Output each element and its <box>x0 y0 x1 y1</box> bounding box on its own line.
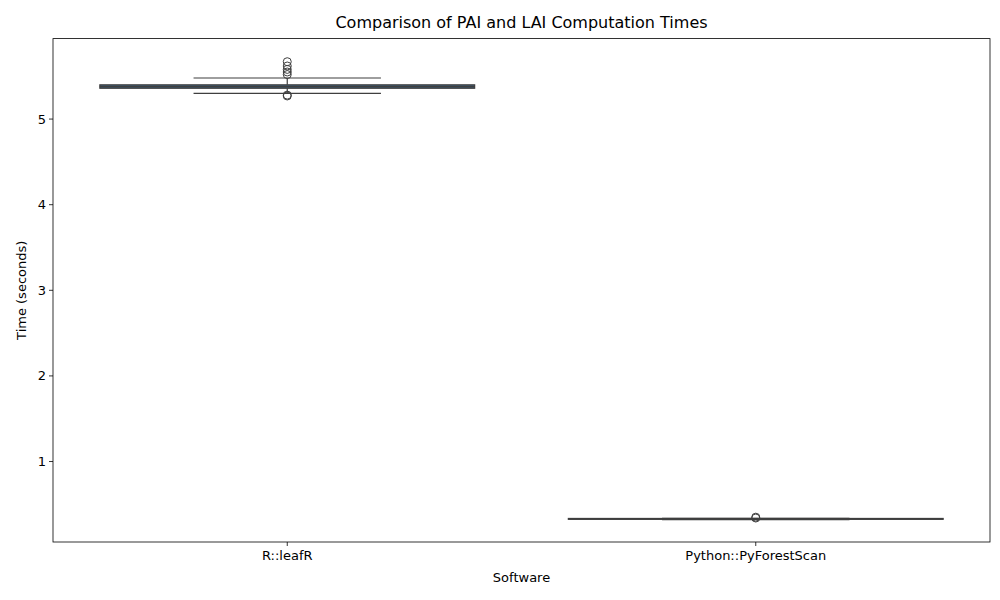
y-tick <box>49 204 53 205</box>
y-tick <box>49 119 53 120</box>
y-tick-label: 3 <box>38 283 46 298</box>
y-tick-label: 1 <box>38 454 46 469</box>
median <box>568 518 943 519</box>
y-tick <box>49 461 53 462</box>
x-tick-label: Python::PyForestScan <box>685 548 826 563</box>
box <box>568 518 943 520</box>
chart-svg: 1 2 3 4 5R::leafR Python::PyForestScan Compari… <box>0 0 1000 600</box>
x-axis-label: Software <box>493 570 550 585</box>
y-axis-label: Time (seconds) <box>14 241 29 341</box>
median <box>100 86 475 87</box>
boxes <box>100 58 943 522</box>
background <box>0 0 1000 600</box>
y-tick-label: 4 <box>38 197 46 212</box>
outlier <box>283 92 291 100</box>
whisker-cap <box>194 93 381 94</box>
chart-container: 1 2 3 4 5R::leafR Python::PyForestScan Compari… <box>0 0 1000 600</box>
outlier <box>283 58 291 66</box>
outlier <box>752 514 760 522</box>
y-tick <box>49 290 53 291</box>
y-tick-label: 5 <box>38 112 46 127</box>
title: Comparison of PAI and LAI Computation Ti… <box>335 13 707 32</box>
x-tick-label: R::leafR <box>262 548 313 563</box>
plot-frame <box>53 39 990 542</box>
outlier <box>283 91 291 99</box>
y-tick-label: 2 <box>38 368 46 383</box>
box <box>100 85 475 88</box>
y-tick <box>49 375 53 376</box>
x-tick <box>287 542 288 546</box>
outlier <box>752 513 760 521</box>
x-tick <box>755 542 756 546</box>
